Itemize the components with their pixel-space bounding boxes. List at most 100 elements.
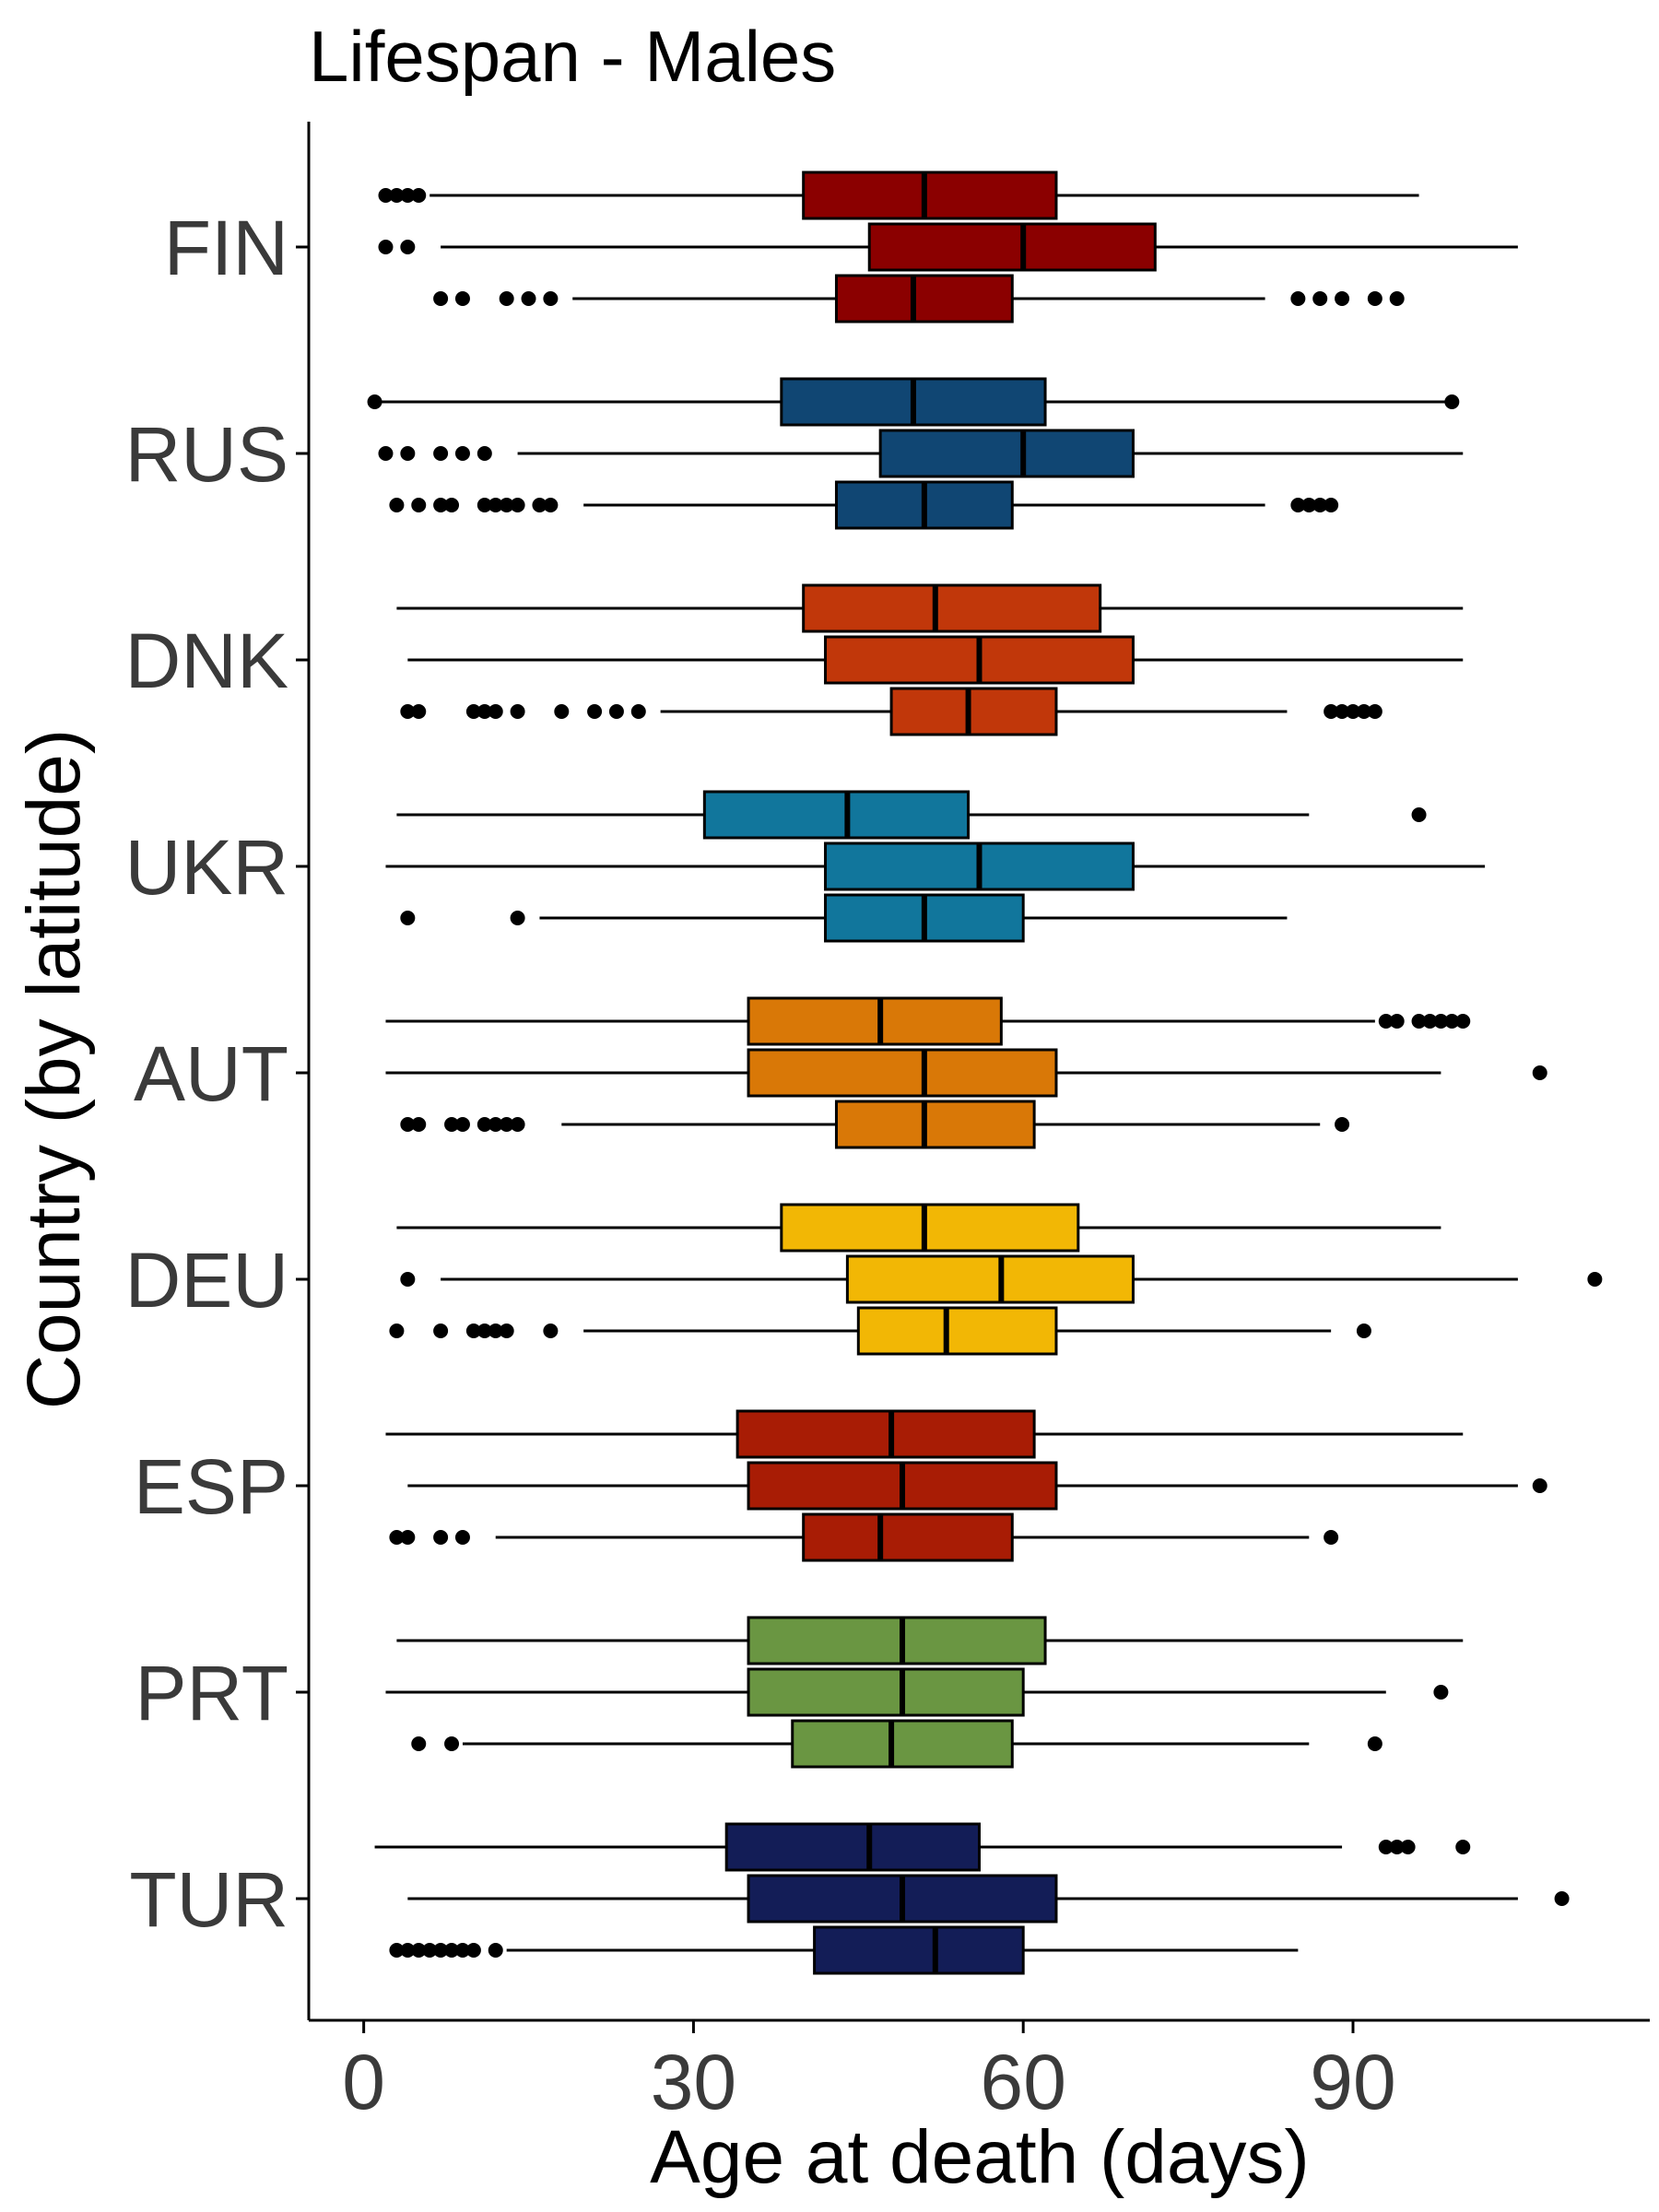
ukr-box-1-iqr (702, 790, 971, 840)
aut-box-2-outlier-1 (1532, 1065, 1547, 1080)
fin-box-1-outlier-3 (400, 188, 416, 203)
rus-box-3-outlier-10 (543, 498, 559, 512)
rus-box-3-outlier-4 (444, 498, 460, 512)
chart-title: Lifespan - Males (309, 16, 836, 97)
dnk-box-3-outlier-13 (1345, 704, 1360, 719)
dnk-box-3-outlier-12 (1335, 704, 1350, 719)
dnk-box-3-outlier-11 (1324, 704, 1339, 719)
aut-box-3-outlier-1 (400, 1117, 416, 1132)
aut-box-3-outlier-7 (499, 1117, 514, 1132)
y-axis-title: Country (by latitude) (12, 729, 96, 1409)
esp-box-3-outlier-3 (433, 1530, 449, 1545)
fin-box-3-outlier-7 (1312, 291, 1328, 306)
aut-box-1-outlier-4 (1422, 1014, 1438, 1029)
deu-box-3-outlier-3 (465, 1324, 481, 1338)
rus-box-1-outlier-2 (1444, 394, 1460, 409)
deu-box-2-outlier-2 (1587, 1272, 1603, 1287)
plot-area: FIN RUS DNK UKR AUT DEU ESP PRT TUR 0 30 60 90 (125, 122, 1650, 2125)
fin-box-1-outlier-4 (411, 188, 427, 203)
tur-box-3-iqr (813, 1925, 1025, 1975)
x-tick-label-30: 30 (651, 2039, 736, 2125)
deu-box-3-outlier-2 (433, 1324, 449, 1338)
rus-box-3-outlier-13 (1312, 498, 1328, 512)
aut-box-3-outlier-6 (488, 1117, 503, 1132)
fin-box-3-outlier-5 (543, 291, 559, 306)
prt-box-3-outlier-2 (444, 1736, 460, 1751)
fin-box-3-outlier-10 (1389, 291, 1405, 306)
deu-box-3-outlier-8 (1356, 1324, 1371, 1338)
y-tick-label-dnk: DNK (125, 618, 288, 704)
aut-box-1-outlier-5 (1433, 1014, 1449, 1029)
rus-box-2-outlier-3 (433, 446, 449, 461)
aut-box-1-iqr (747, 996, 1003, 1046)
rus-box-3-outlier-8 (510, 498, 525, 512)
deu-box-3-iqr (856, 1306, 1058, 1356)
deu-box-3-outlier-4 (477, 1324, 492, 1338)
rus-box-3-outlier-7 (499, 498, 514, 512)
deu-box-3-outlier-1 (389, 1324, 405, 1338)
y-tick-label-esp: ESP (134, 1443, 288, 1530)
dnk-box-3-outlier-15 (1367, 704, 1382, 719)
ukr-box-3-outlier-1 (400, 911, 416, 925)
prt-box-2-outlier-1 (1433, 1685, 1449, 1700)
deu-box-2-outlier-1 (400, 1272, 416, 1287)
tur-box-3-outlier-4 (422, 1943, 438, 1958)
tur-box-1-outlier-2 (1389, 1840, 1405, 1854)
tur-box-3-outlier-5 (433, 1943, 449, 1958)
dnk-box-3-outlier-4 (477, 704, 492, 719)
ukr-box-1-outlier-1 (1411, 807, 1427, 822)
y-tick-label-fin: FIN (164, 205, 288, 291)
rus-box-2-outlier-1 (378, 446, 394, 461)
x-tick-label-0: 0 (342, 2039, 385, 2125)
dnk-box-3-outlier-3 (465, 704, 481, 719)
aut-box-1-outlier-3 (1411, 1014, 1427, 1029)
tur-box-3-outlier-6 (444, 1943, 460, 1958)
tur-box-3-outlier-3 (411, 1943, 427, 1958)
esp-box-3-outlier-5 (1324, 1530, 1339, 1545)
tur-box-3-outlier-8 (465, 1943, 481, 1958)
dnk-box-3-outlier-9 (608, 704, 624, 719)
rus-box-2-outlier-5 (477, 446, 492, 461)
aut-box-3-outlier-8 (510, 1117, 525, 1132)
y-tick-label-tur: TUR (129, 1856, 288, 1943)
y-tick-label-prt: PRT (135, 1650, 288, 1736)
fin-box-3-outlier-8 (1335, 291, 1350, 306)
fin-box-2-outlier-2 (400, 240, 416, 254)
rus-box-2-iqr (878, 429, 1135, 478)
tur-box-1-outlier-3 (1400, 1840, 1416, 1854)
aut-box-3-outlier-2 (411, 1117, 427, 1132)
fin-box-1-iqr (802, 171, 1058, 220)
dnk-box-3-outlier-10 (630, 704, 646, 719)
deu-box-1-iqr (780, 1203, 1080, 1253)
aut-box-2-iqr (747, 1048, 1058, 1098)
esp-box-3-iqr (802, 1512, 1014, 1562)
rus-box-3-outlier-9 (532, 498, 547, 512)
prt-box-2-iqr (747, 1667, 1025, 1717)
fin-box-2-outlier-1 (378, 240, 394, 254)
tur-box-1-outlier-4 (1455, 1840, 1471, 1854)
rus-box-3-outlier-1 (389, 498, 405, 512)
aut-box-1-outlier-7 (1455, 1014, 1471, 1029)
prt-box-3-outlier-1 (411, 1736, 427, 1751)
aut-box-3-outlier-9 (1335, 1117, 1350, 1132)
dnk-box-3-iqr (889, 687, 1058, 736)
rus-box-2-outlier-4 (454, 446, 470, 461)
dnk-box-3-outlier-7 (554, 704, 570, 719)
tur-box-3-outlier-9 (488, 1943, 503, 1958)
rus-box-3-outlier-5 (477, 498, 492, 512)
deu-box-3-outlier-6 (499, 1324, 514, 1338)
dnk-box-3-outlier-5 (488, 704, 503, 719)
aut-box-3-outlier-3 (444, 1117, 460, 1132)
fin-box-1-outlier-1 (378, 188, 394, 203)
aut-box-3-outlier-4 (454, 1117, 470, 1132)
x-tick-label-90: 90 (1310, 2039, 1395, 2125)
dnk-box-3-outlier-14 (1356, 704, 1371, 719)
y-tick-label-deu: DEU (125, 1237, 288, 1324)
esp-box-1-iqr (735, 1409, 1036, 1459)
tur-box-3-outlier-7 (454, 1943, 470, 1958)
tur-box-3-outlier-2 (400, 1943, 416, 1958)
y-tick-label-ukr: UKR (125, 824, 288, 911)
tur-box-3-outlier-1 (389, 1943, 405, 1958)
fin-box-1-outlier-2 (389, 188, 405, 203)
fin-box-3-outlier-1 (433, 291, 449, 306)
